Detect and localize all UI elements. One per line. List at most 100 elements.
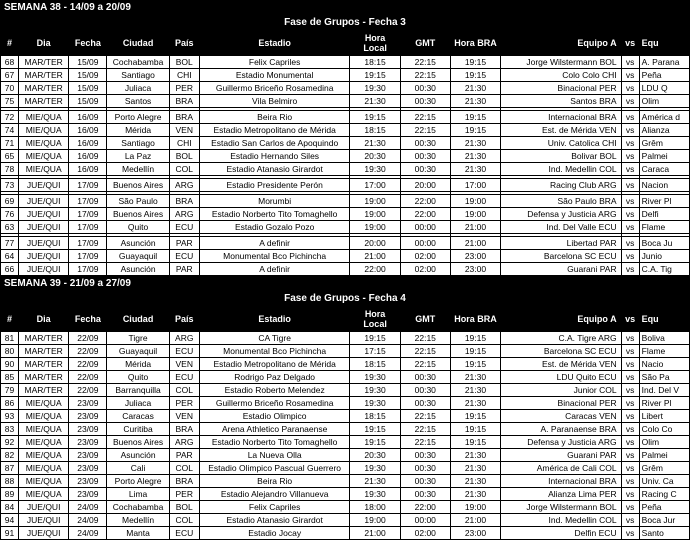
- cell-pais: ARG: [169, 208, 199, 221]
- cell-dia: JUE/QUI: [19, 195, 69, 208]
- table-row: 86MIE/QUA23/09JuliacaPERGuillermo Briceñ…: [1, 397, 690, 410]
- cell-horabra: 21:30: [450, 150, 500, 163]
- cell-gmt: 00:30: [400, 488, 450, 501]
- cell-equipoa: América de Cali COL: [501, 462, 622, 475]
- cell-horalocal: 20:00: [350, 237, 400, 250]
- cell-ciudad: Cali: [107, 462, 169, 475]
- table-row: 91JUE/QUI24/09MantaECUEstadio Jocay21:00…: [1, 527, 690, 540]
- cell-gmt: 00:30: [400, 397, 450, 410]
- cell-vs: vs: [621, 95, 639, 108]
- cell-equipoa: Jorge Wilstermann BOL: [501, 56, 622, 69]
- cell-gmt: 02:00: [400, 527, 450, 540]
- cell-pais: COL: [169, 514, 199, 527]
- cell-horabra: 21:30: [450, 371, 500, 384]
- cell-horalocal: 18:15: [350, 410, 400, 423]
- cell-ciudad: Cochabamba: [107, 56, 169, 69]
- table-row: 79MAR/TER22/09BarranquillaCOLEstadio Rob…: [1, 384, 690, 397]
- cell-pais: PER: [169, 488, 199, 501]
- cell-pais: PER: [169, 82, 199, 95]
- cell-gmt: 22:00: [400, 501, 450, 514]
- cell-dia: MIE/QUA: [19, 436, 69, 449]
- cell-equipoa: Univ. Catolica CHI: [501, 137, 622, 150]
- cell-vs: vs: [621, 56, 639, 69]
- cell-fecha: 15/09: [69, 95, 107, 108]
- cell-horabra: 19:00: [450, 501, 500, 514]
- cell-estadio: Estadio Atanasio Girardot: [199, 163, 350, 176]
- cell-dia: MAR/TER: [19, 82, 69, 95]
- cell-fecha: 15/09: [69, 69, 107, 82]
- cell-dia: MIE/QUA: [19, 423, 69, 436]
- cell-num: 92: [1, 436, 19, 449]
- cell-ciudad: Quito: [107, 221, 169, 234]
- cell-estadio: Beira Rio: [199, 111, 350, 124]
- cell-gmt: 22:00: [400, 208, 450, 221]
- cell-equipoa: Racing Club ARG: [501, 179, 622, 192]
- phase-header-1: Fase de Grupos - Fecha 3: [0, 15, 690, 30]
- cell-ciudad: Curitiba: [107, 423, 169, 436]
- cell-horabra: 19:15: [450, 410, 500, 423]
- cell-pais: CHI: [169, 69, 199, 82]
- cell-equipoa: Defensa y Justicia ARG: [501, 208, 622, 221]
- cell-gmt: 00:30: [400, 95, 450, 108]
- cell-ciudad: Guayaquil: [107, 250, 169, 263]
- cell-fecha: 15/09: [69, 56, 107, 69]
- cell-estadio: Felix Capriles: [199, 501, 350, 514]
- cell-horalocal: 21:30: [350, 137, 400, 150]
- col-header-equ: Equ: [639, 31, 689, 56]
- cell-horalocal: 18:00: [350, 501, 400, 514]
- cell-num: 81: [1, 332, 19, 345]
- cell-vs: vs: [621, 111, 639, 124]
- table-row: 68MAR/TER15/09CochabambaBOLFelix Caprile…: [1, 56, 690, 69]
- cell-horalocal: 19:15: [350, 69, 400, 82]
- cell-ciudad: Cochabamba: [107, 501, 169, 514]
- cell-num: 83: [1, 423, 19, 436]
- cell-vs: vs: [621, 69, 639, 82]
- cell-equ: Santo: [639, 527, 689, 540]
- cell-num: 94: [1, 514, 19, 527]
- cell-horabra: 23:00: [450, 527, 500, 540]
- cell-fecha: 16/09: [69, 163, 107, 176]
- cell-equipoa: C.A. Tigre ARG: [501, 332, 622, 345]
- cell-gmt: 20:00: [400, 179, 450, 192]
- cell-ciudad: Juliaca: [107, 82, 169, 95]
- cell-equ: Univ. Ca: [639, 475, 689, 488]
- cell-horabra: 21:30: [450, 137, 500, 150]
- cell-gmt: 00:30: [400, 163, 450, 176]
- table-row: 93MIE/QUA23/09CaracasVENEstadio Olimpico…: [1, 410, 690, 423]
- cell-vs: vs: [621, 250, 639, 263]
- table-row: 88MIE/QUA23/09Porto AlegreBRABeira Rio21…: [1, 475, 690, 488]
- cell-num: 74: [1, 124, 19, 137]
- cell-ciudad: São Paulo: [107, 195, 169, 208]
- cell-equipoa: Barcelona SC ECU: [501, 250, 622, 263]
- cell-estadio: La Nueva Olla: [199, 449, 350, 462]
- cell-horabra: 21:30: [450, 475, 500, 488]
- cell-pais: VEN: [169, 410, 199, 423]
- cell-horalocal: 19:30: [350, 397, 400, 410]
- cell-num: 63: [1, 221, 19, 234]
- cell-dia: MIE/QUA: [19, 397, 69, 410]
- cell-dia: MIE/QUA: [19, 410, 69, 423]
- cell-fecha: 23/09: [69, 462, 107, 475]
- cell-fecha: 24/09: [69, 501, 107, 514]
- cell-fecha: 17/09: [69, 179, 107, 192]
- table-row: 94JUE/QUI24/09MedellínCOLEstadio Atanasi…: [1, 514, 690, 527]
- cell-vs: vs: [621, 124, 639, 137]
- cell-equipoa: Ind. Medellin COL: [501, 514, 622, 527]
- cell-equ: Boca Ju: [639, 237, 689, 250]
- cell-num: 68: [1, 56, 19, 69]
- cell-ciudad: Guayaquil: [107, 345, 169, 358]
- cell-gmt: 00:30: [400, 384, 450, 397]
- cell-horalocal: 21:00: [350, 250, 400, 263]
- col-header-vs: vs: [621, 31, 639, 56]
- cell-dia: MAR/TER: [19, 69, 69, 82]
- cell-ciudad: Lima: [107, 488, 169, 501]
- cell-horalocal: 18:15: [350, 124, 400, 137]
- cell-vs: vs: [621, 488, 639, 501]
- cell-ciudad: Tigre: [107, 332, 169, 345]
- cell-pais: COL: [169, 384, 199, 397]
- cell-estadio: Guillermo Briceño Rosamedina: [199, 82, 350, 95]
- cell-horalocal: 21:30: [350, 475, 400, 488]
- cell-horabra: 21:30: [450, 95, 500, 108]
- col-header-vs: vs: [621, 307, 639, 332]
- cell-horalocal: 19:15: [350, 111, 400, 124]
